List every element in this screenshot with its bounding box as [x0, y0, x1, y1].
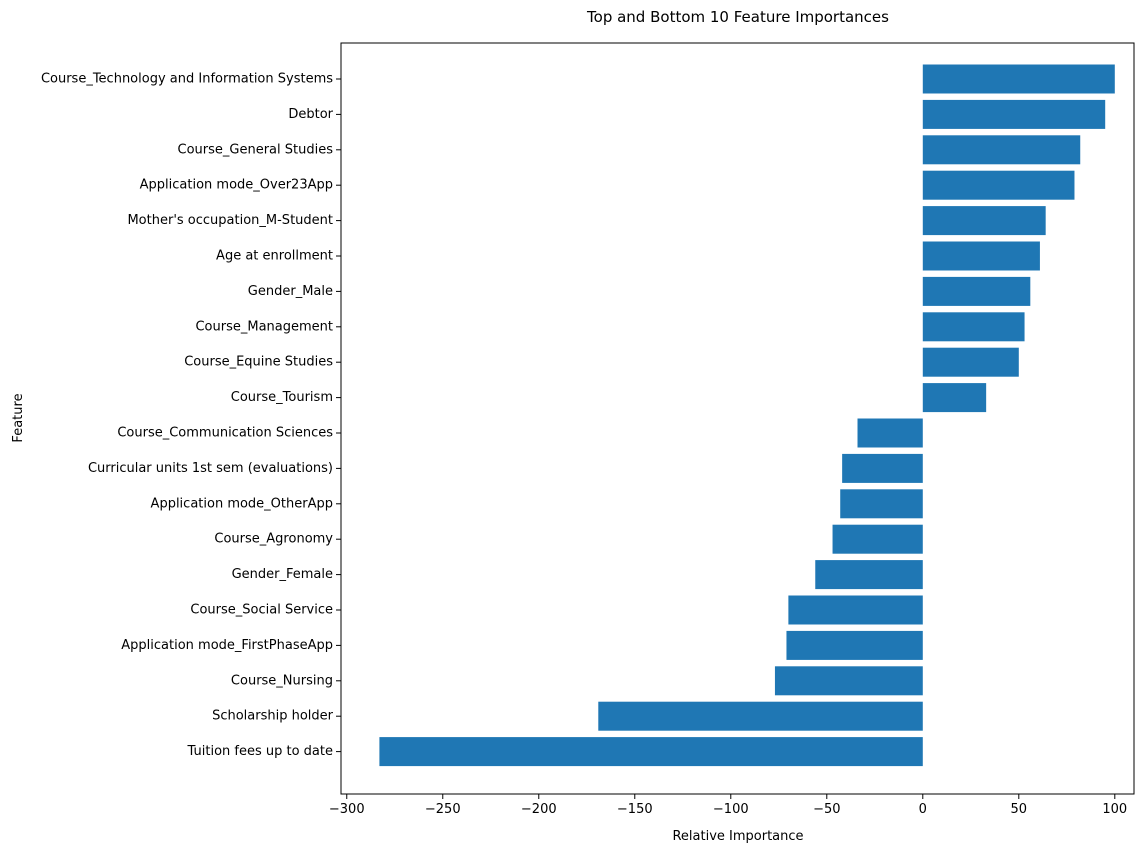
y-tick-label: Course_Technology and Information System… [41, 72, 333, 87]
y-tick-label: Application mode_FirstPhaseApp [121, 638, 333, 653]
bar [922, 135, 1081, 165]
x-tick-label: 50 [1011, 802, 1028, 817]
plot-frame [340, 42, 1135, 795]
x-tick-label: −150 [617, 802, 653, 817]
bar [832, 524, 923, 554]
y-axis: Course_Technology and Information System… [41, 72, 341, 759]
x-tick-label: −300 [329, 802, 365, 817]
y-tick-label: Course_General Studies [178, 142, 334, 157]
y-axis-label: Feature [11, 393, 26, 442]
bar [774, 666, 923, 696]
y-tick-label: Gender_Male [248, 284, 333, 299]
bar [922, 241, 1040, 271]
y-tick-label: Tuition fees up to date [187, 744, 333, 759]
bar [922, 64, 1115, 94]
y-tick-label: Course_Equine Studies [184, 355, 333, 370]
bar [840, 489, 923, 519]
x-tick-label: 100 [1102, 802, 1127, 817]
x-tick-label: −50 [813, 802, 840, 817]
x-axis-label: Relative Importance [672, 829, 803, 844]
bar [922, 347, 1019, 377]
y-tick-label: Course_Communication Sciences [117, 426, 333, 441]
x-tick-label: −250 [425, 802, 461, 817]
bar [842, 453, 923, 483]
bar [922, 383, 987, 413]
bar [922, 312, 1025, 342]
y-tick-label: Curricular units 1st sem (evaluations) [88, 461, 333, 476]
x-tick-label: 0 [919, 802, 927, 817]
bar [922, 170, 1075, 200]
bar [922, 206, 1046, 236]
bar [815, 560, 923, 590]
y-tick-label: Course_Agronomy [214, 532, 333, 547]
y-tick-label: Application mode_Over23App [140, 178, 333, 193]
y-tick-label: Course_Social Service [190, 603, 333, 618]
y-tick-label: Course_Nursing [231, 673, 333, 688]
x-tick-label: −200 [521, 802, 557, 817]
bar [379, 737, 923, 767]
bar [788, 595, 923, 625]
bar [598, 701, 923, 731]
y-tick-label: Gender_Female [232, 567, 333, 582]
y-tick-label: Mother's occupation_M-Student [127, 213, 333, 228]
chart-title: Top and Bottom 10 Feature Importances [586, 8, 889, 26]
y-tick-label: Debtor [288, 107, 333, 122]
y-tick-label: Course_Management [195, 319, 333, 334]
bar [857, 418, 923, 448]
y-tick-label: Application mode_OtherApp [151, 496, 333, 511]
bar [786, 630, 923, 660]
x-tick-label: −100 [713, 802, 749, 817]
bar [922, 276, 1031, 306]
y-tick-label: Course_Tourism [231, 390, 333, 405]
y-tick-label: Scholarship holder [212, 709, 334, 724]
bar [922, 99, 1106, 129]
y-tick-label: Age at enrollment [216, 249, 333, 264]
x-axis: −300 −250 −200 −150 −100 −50 0 50 100 [329, 794, 1127, 817]
bars-group [379, 64, 1115, 767]
